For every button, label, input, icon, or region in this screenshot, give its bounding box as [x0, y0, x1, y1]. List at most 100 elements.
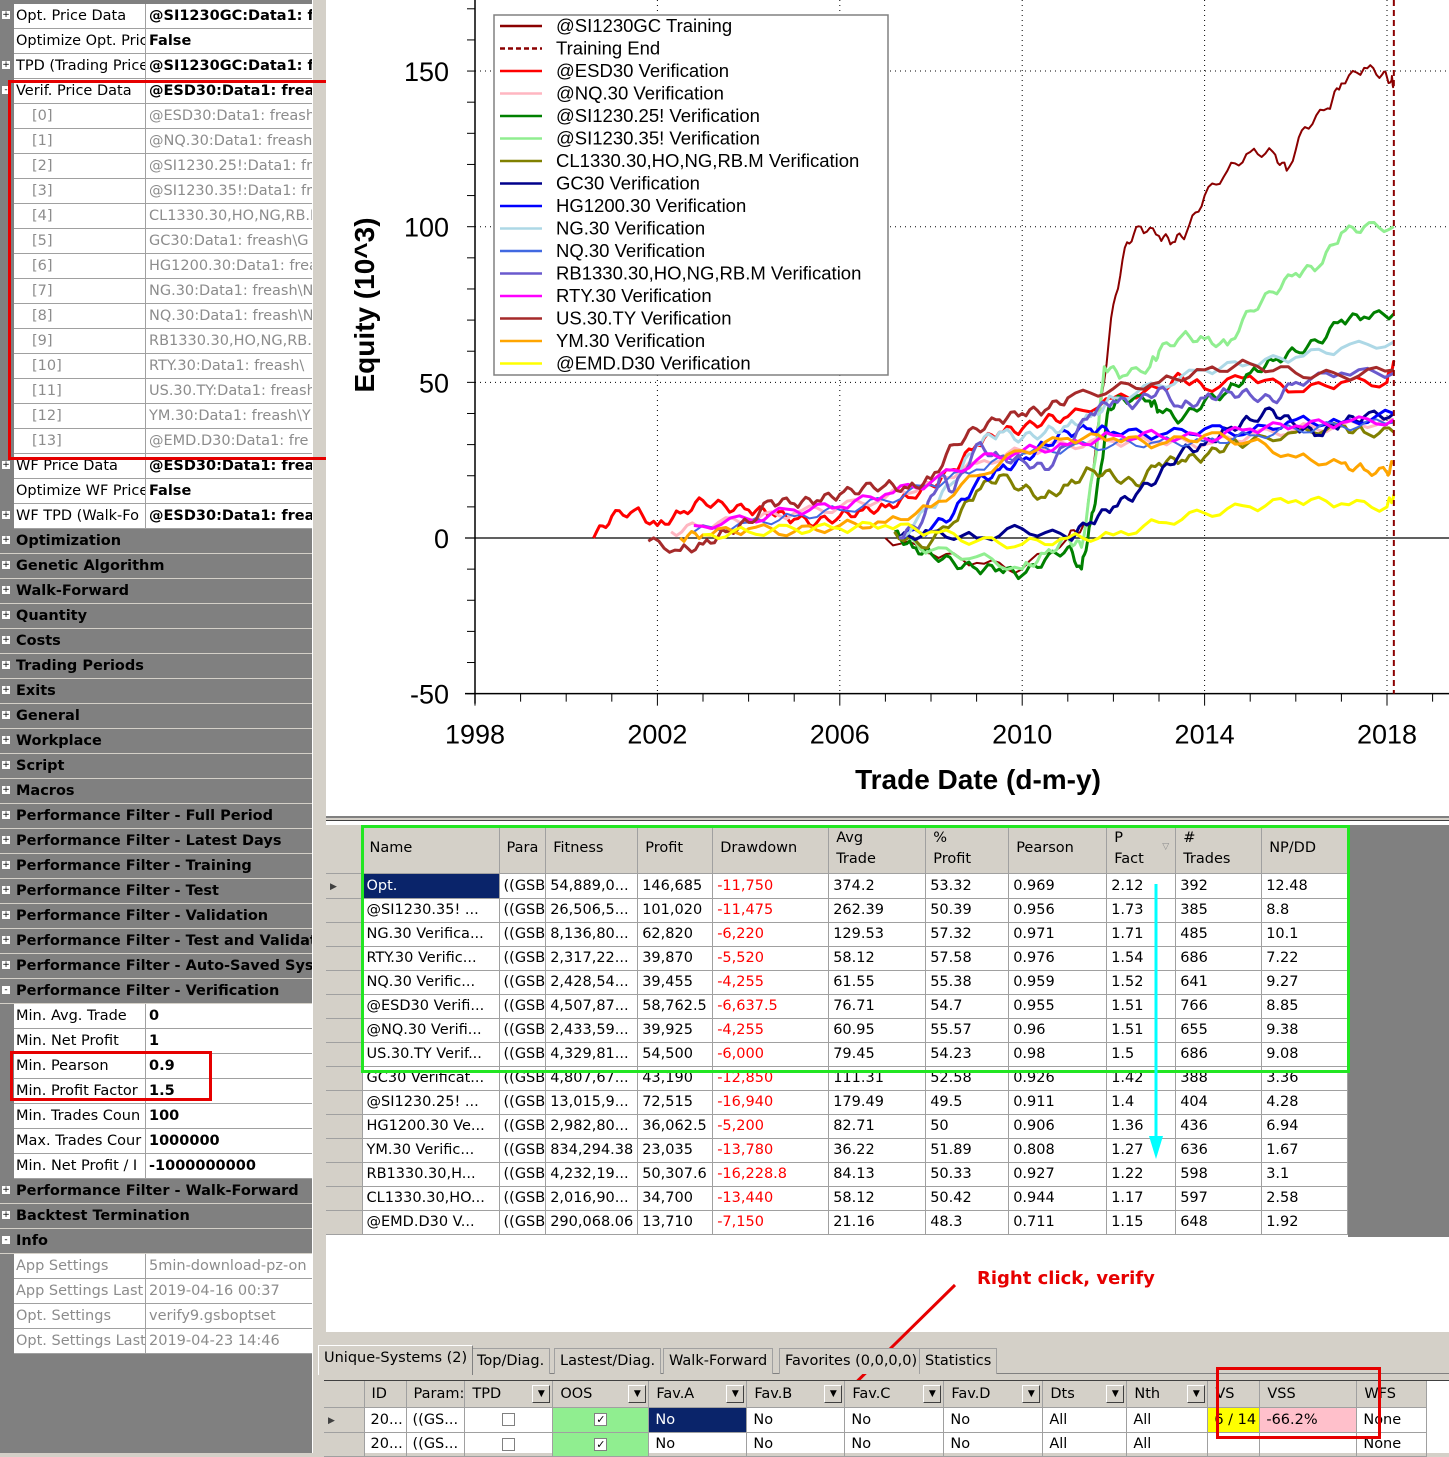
expand-icon[interactable]: +: [1, 535, 11, 545]
cell[interactable]: -5,200: [712, 1114, 830, 1139]
cell[interactable]: 2,016,90...: [545, 1186, 639, 1211]
cell[interactable]: 50,307.6: [637, 1162, 714, 1187]
cell[interactable]: 4,329,81...: [545, 1042, 639, 1067]
cell[interactable]: 2.58: [1261, 1186, 1349, 1211]
property-value[interactable]: 1: [146, 1029, 312, 1054]
column-header[interactable]: Para: [499, 825, 547, 874]
cell[interactable]: ((GSB: [499, 970, 547, 995]
property-value[interactable]: @ESD30:Data1: freash: [146, 504, 312, 529]
cell[interactable]: 648: [1175, 1210, 1263, 1235]
cell-tpd[interactable]: [464, 1432, 554, 1457]
property-row[interactable]: [8] NQ.30:Data1: freash\N: [0, 304, 312, 329]
property-row[interactable]: Optimize WF Price False: [0, 479, 312, 504]
cell[interactable]: 60.95: [828, 1018, 927, 1043]
property-row[interactable]: Opt. Settings verify9.gsboptset: [0, 1304, 312, 1329]
cell[interactable]: 0.926: [1008, 1066, 1108, 1091]
filter-dropdown-icon[interactable]: ▼: [726, 1385, 745, 1403]
cell[interactable]: 2,982,80...: [545, 1114, 639, 1139]
cell-fav-d[interactable]: No: [943, 1432, 1044, 1457]
table-row[interactable]: @SI1230.25! ... ((GSB 13,015,9... 72,515 -16…: [326, 1090, 1349, 1115]
collapse-icon[interactable]: -: [1, 85, 11, 95]
expand-icon[interactable]: +: [1, 660, 11, 670]
cell[interactable]: 2,317,22...: [545, 946, 639, 971]
column-header[interactable]: Dts ▼: [1042, 1381, 1128, 1408]
property-category[interactable]: + Performance Filter - Latest Days: [0, 829, 312, 854]
cell[interactable]: 129.53: [828, 922, 927, 947]
cell[interactable]: 10.1: [1261, 922, 1349, 947]
table-row[interactable]: HG1200.30 Ve... ((GSB 2,982,80... 36,062.5-…: [326, 1114, 1349, 1139]
property-row[interactable]: [10] RTY.30:Data1: freash\: [0, 354, 312, 379]
cell-oos[interactable]: ✓: [552, 1407, 650, 1433]
property-value[interactable]: False: [146, 29, 312, 54]
cell[interactable]: 0.956: [1008, 898, 1108, 923]
cell[interactable]: 0.96: [1008, 1018, 1108, 1043]
property-category[interactable]: + Trading Periods: [0, 654, 312, 679]
cell[interactable]: 1.51: [1106, 1018, 1177, 1043]
column-header[interactable]: Pearson: [1008, 825, 1108, 874]
expand-icon[interactable]: +: [1, 860, 11, 870]
cell[interactable]: -11,475: [712, 898, 830, 923]
column-header[interactable]: OOS ▼: [552, 1381, 650, 1408]
table-row[interactable]: NQ.30 Verific... ((GSB 2,428,54... 39,455 -4…: [326, 970, 1349, 995]
cell[interactable]: 12.48: [1261, 873, 1349, 899]
cell[interactable]: 48.3: [925, 1210, 1010, 1235]
property-row[interactable]: Min. Net Profit / I -1000000000: [0, 1154, 312, 1179]
column-header[interactable]: Avg Trade: [828, 825, 927, 874]
table-row[interactable]: @ESD30 Verifi... ((GSB 4,507,87... 58,762.5…: [326, 994, 1349, 1019]
cell[interactable]: 686: [1175, 1042, 1263, 1067]
cell[interactable]: 4,507,87...: [545, 994, 639, 1019]
cell[interactable]: 686: [1175, 946, 1263, 971]
expand-icon[interactable]: +: [1, 735, 11, 745]
filter-dropdown-icon[interactable]: ▼: [532, 1385, 551, 1403]
cell[interactable]: NG.30 Verifica...: [362, 922, 500, 947]
cell-dts[interactable]: All: [1042, 1407, 1128, 1433]
cell[interactable]: @NQ.30 Verifi...: [362, 1018, 500, 1043]
cell[interactable]: 54,500: [637, 1042, 714, 1067]
column-header[interactable]: TPD ▼: [464, 1381, 554, 1408]
cell[interactable]: 0.911: [1008, 1090, 1108, 1115]
cell[interactable]: 2,428,54...: [545, 970, 639, 995]
expand-icon[interactable]: +: [1, 560, 11, 570]
cell[interactable]: 26,506,5...: [545, 898, 639, 923]
column-header[interactable]: Profit: [637, 825, 714, 874]
cell[interactable]: 4.28: [1261, 1090, 1349, 1115]
checkbox-checked[interactable]: ✓: [594, 1413, 608, 1426]
table-row[interactable]: @SI1230.35! ... ((GSB 26,506,5... 101,020 -1…: [326, 898, 1349, 923]
column-header[interactable]: Param:: [406, 1381, 466, 1408]
cell[interactable]: 54.7: [925, 994, 1010, 1019]
cell[interactable]: 8,136,80...: [545, 922, 639, 947]
cell[interactable]: ((GSB: [499, 1138, 547, 1163]
cell[interactable]: 1.17: [1106, 1186, 1177, 1211]
property-category[interactable]: + Backtest Termination: [0, 1204, 312, 1229]
cell[interactable]: 0.971: [1008, 922, 1108, 947]
property-category[interactable]: + Optimization: [0, 529, 312, 554]
cell[interactable]: 598: [1175, 1162, 1263, 1187]
cell-fav-c[interactable]: No: [844, 1432, 945, 1457]
property-row[interactable]: Max. Trades Cour 1000000: [0, 1129, 312, 1154]
cell-params[interactable]: ((GS...: [406, 1432, 466, 1457]
cell[interactable]: -6,000: [712, 1042, 830, 1067]
property-value[interactable]: YM.30:Data1: freash\Y: [146, 404, 312, 429]
expand-icon[interactable]: +: [1, 835, 11, 845]
cell[interactable]: 2.12: [1106, 873, 1177, 899]
table-row[interactable]: RTY.30 Verific... ((GSB 2,317,22... 39,870-…: [326, 946, 1349, 971]
cell[interactable]: -4,255: [712, 970, 830, 995]
collapse-icon[interactable]: -: [1, 1235, 11, 1245]
property-row[interactable]: [0] @ESD30:Data1: freash: [0, 104, 312, 129]
cell[interactable]: 0.808: [1008, 1138, 1108, 1163]
property-value[interactable]: @SI1230GC:Data1: fre: [146, 54, 312, 79]
cell[interactable]: -4,255: [712, 1018, 830, 1043]
cell[interactable]: ((GSB: [499, 922, 547, 947]
cell[interactable]: 36,062.5: [637, 1114, 714, 1139]
cell-id[interactable]: 20...: [364, 1432, 407, 1457]
cell[interactable]: 50.33: [925, 1162, 1010, 1187]
tab[interactable]: Favorites (0,0,0,0): [779, 1348, 924, 1374]
column-header[interactable]: Name: [362, 825, 500, 874]
property-value[interactable]: 0.9: [146, 1054, 312, 1079]
property-value[interactable]: GC30:Data1: freash\G: [146, 229, 312, 254]
property-category[interactable]: + Performance Filter - Walk-Forward: [0, 1179, 312, 1204]
property-value[interactable]: @NQ.30:Data1: freash: [146, 129, 312, 154]
property-row[interactable]: Min. Profit Factor 1.5: [0, 1079, 312, 1104]
property-row[interactable]: [5] GC30:Data1: freash\G: [0, 229, 312, 254]
property-value[interactable]: -1000000000: [146, 1154, 312, 1179]
